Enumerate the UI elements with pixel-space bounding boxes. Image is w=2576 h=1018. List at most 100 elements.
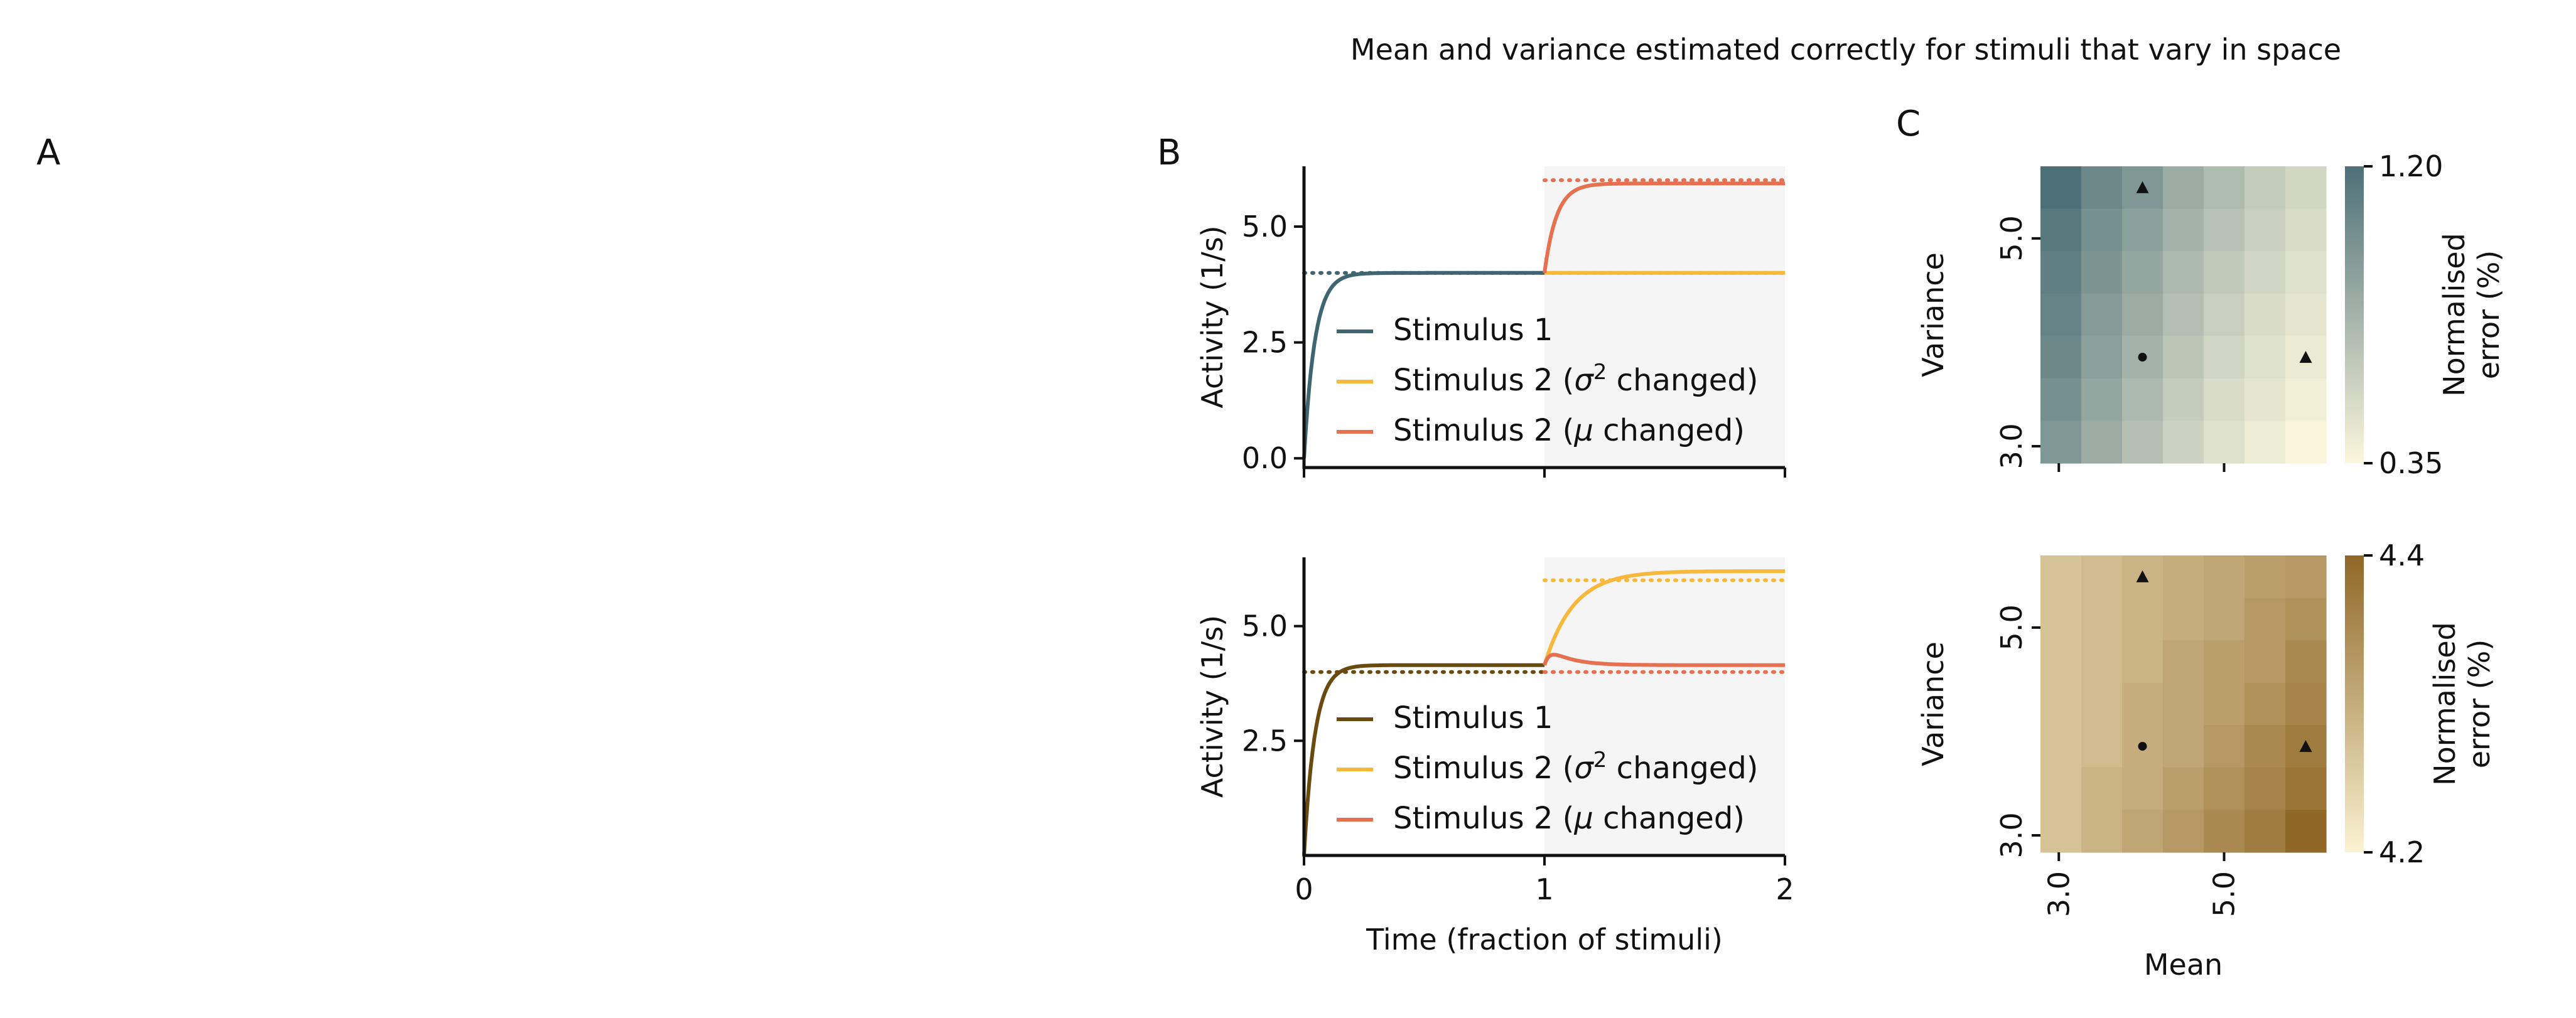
panel-label-a: A [36, 132, 60, 173]
heat-cell [2285, 378, 2327, 422]
heat-cell [2081, 378, 2123, 422]
heatmap-top: 5.0 3.0 Variance 1.20 0.35 Normalised error (%… [1916, 149, 2506, 480]
x-axis-label: Mean [2144, 948, 2223, 982]
legend-symbol: σ [1574, 363, 1594, 398]
heat-cell [2245, 166, 2286, 210]
heat-cell [2040, 421, 2082, 464]
heat-cell [2163, 810, 2204, 853]
heat-cell [2081, 166, 2123, 210]
heat-cell [2040, 251, 2082, 294]
heat-cell [2285, 421, 2327, 464]
heat-cell [2204, 725, 2245, 768]
legend-text: changed) [1593, 801, 1745, 836]
heat-cell [2285, 767, 2327, 811]
heat-cell [2081, 725, 2123, 768]
heat-cell [2040, 208, 2082, 252]
marker-triangle [2299, 351, 2312, 363]
series-line-1 [1302, 271, 1544, 459]
heat-cell [2081, 767, 2123, 811]
heat-cell [2163, 208, 2204, 252]
heat-cell [2245, 597, 2286, 641]
heat-cell [2245, 640, 2286, 683]
heat-cell [2040, 682, 2082, 726]
heat-cell [2204, 251, 2245, 294]
heat-cell [2163, 725, 2204, 768]
heat-cell [2204, 421, 2245, 464]
heat-cell [2163, 640, 2204, 683]
heat-cell [2122, 640, 2164, 683]
heat-cell [2040, 767, 2082, 811]
heat-cell [2040, 810, 2082, 853]
colorbar-tick-label: 4.4 [2379, 538, 2425, 572]
heat-cell [2081, 208, 2123, 252]
heat-cell [2204, 208, 2245, 252]
y-tick-label: 3.0 [1995, 423, 2029, 469]
heat-cell [2204, 336, 2245, 379]
heat-cell [2081, 555, 2123, 599]
y-tick-label: 3.0 [1995, 812, 2029, 858]
series-line-3 [1543, 653, 1785, 667]
heat-cell [2081, 251, 2123, 294]
heat-cell [2040, 555, 2082, 599]
x-tick-label: 5.0 [2207, 871, 2241, 917]
heat-cell [2245, 421, 2286, 464]
series-line-2 [1543, 569, 1785, 666]
legend-text: Stimulus 2 ( [1393, 413, 1574, 448]
heat-cell [2245, 810, 2286, 853]
heat-cell [2040, 640, 2082, 683]
colorbar-tick-label: 4.2 [2379, 835, 2425, 869]
legend-label: Stimulus 1 [1393, 700, 1553, 736]
y-tick-label: 2.5 [1242, 326, 1288, 360]
line-chart-top: 0.0 2.5 5.0 Activity (1/s) Stimulus 1 Stimulu… [1195, 166, 1787, 478]
heat-cell [2122, 378, 2164, 422]
y-tick-label: 2.5 [1242, 724, 1288, 758]
legend-symbol: μ [1573, 801, 1593, 836]
legend-text: changed) [1593, 413, 1745, 448]
heat-cell [2204, 293, 2245, 336]
legend-label: Stimulus 2 (μ changed) [1393, 413, 1745, 448]
heat-cell [2122, 208, 2164, 252]
panel-label-b: B [1157, 132, 1181, 173]
heat-cell [2040, 166, 2082, 210]
heat-cell [2163, 555, 2204, 599]
heat-cell [2040, 293, 2082, 336]
marker-triangle [2299, 740, 2312, 753]
colorbar [2345, 166, 2364, 463]
legend-symbol: σ [1574, 751, 1594, 786]
heatmap-bottom: 5.0 3.0 3.0 5.0 Variance Mean 4.4 4.2 Normalised… [1916, 538, 2496, 982]
shaded-region [1544, 557, 1785, 855]
heat-cell [2081, 810, 2123, 853]
x-tick-label: 3.0 [2042, 871, 2076, 917]
legend-label: Stimulus 2 (μ changed) [1393, 801, 1745, 836]
legend-text: changed) [1607, 751, 1758, 786]
heat-cell [2245, 555, 2286, 599]
series-line-3 [1543, 181, 1785, 274]
heat-cell [2204, 166, 2245, 210]
colorbar-label-line2: error (%) [2462, 640, 2496, 769]
heat-cell [2245, 208, 2286, 252]
heat-cell [2285, 251, 2327, 294]
marker-circle [2138, 353, 2147, 362]
y-axis-label: Activity (1/s) [1195, 615, 1229, 798]
legend-label: Stimulus 2 (σ2 changed) [1393, 360, 1759, 398]
heat-cell [2245, 336, 2286, 379]
colorbar-label-line1: Normalised [2428, 622, 2462, 786]
heat-cell [2285, 293, 2327, 336]
colorbar-label-line2: error (%) [2472, 250, 2506, 380]
colorbar-tick-label: 0.35 [2379, 446, 2443, 480]
heat-cell [2163, 336, 2204, 379]
legend-text: Stimulus 2 ( [1393, 751, 1574, 786]
y-tick-label: 5.0 [1242, 609, 1288, 643]
marker-triangle [2136, 570, 2149, 582]
heat-cell [2081, 293, 2123, 336]
heat-cell [2204, 640, 2245, 683]
marker-circle [2138, 742, 2147, 751]
heat-cell [2245, 378, 2286, 422]
heat-cell [2163, 597, 2204, 641]
heat-cell [2163, 421, 2204, 464]
line-chart-bottom: 2.5 5.0 0 1 2 Activity (1/s) Time (fraction of… [1195, 557, 1794, 956]
heat-cell [2040, 378, 2082, 422]
heat-cell [2285, 810, 2327, 853]
heat-cell [2122, 597, 2164, 641]
y-axis-label: Activity (1/s) [1195, 225, 1229, 408]
